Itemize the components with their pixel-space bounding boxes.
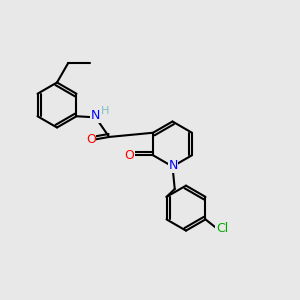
Text: O: O xyxy=(124,149,134,162)
Text: N: N xyxy=(91,110,100,122)
Text: N: N xyxy=(168,159,178,172)
Text: Cl: Cl xyxy=(216,222,228,235)
Text: O: O xyxy=(86,133,96,146)
Text: H: H xyxy=(101,106,110,116)
